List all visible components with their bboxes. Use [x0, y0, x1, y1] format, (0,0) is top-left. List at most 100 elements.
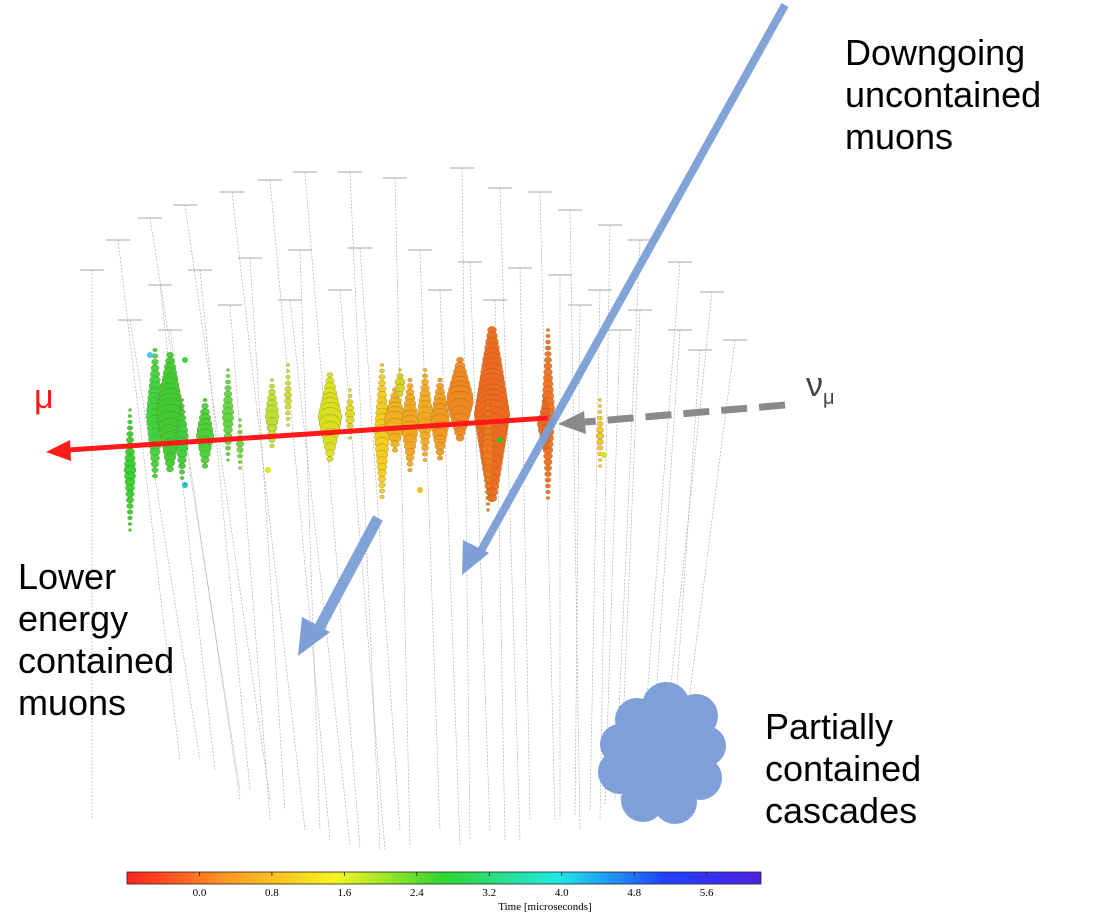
- dom-hit: [269, 383, 275, 389]
- detector-string: [339, 289, 386, 851]
- dom-hit: [268, 389, 276, 395]
- detector-string: [539, 191, 556, 821]
- dom-hit: [285, 375, 291, 379]
- detector-string: [269, 179, 331, 841]
- detector-string: [129, 319, 201, 761]
- dom-hit: [406, 383, 414, 389]
- dom-hit: [285, 410, 291, 416]
- dom-hit: [326, 456, 334, 462]
- detector-string: [589, 289, 601, 811]
- colorbar-axis-title: Time [microseconds]: [498, 901, 592, 913]
- detector-string: [359, 247, 401, 831]
- detector-string: [349, 171, 381, 851]
- dom-hit: [151, 353, 159, 359]
- dom-hit: [484, 411, 492, 417]
- dom-hit: [165, 459, 175, 467]
- dom-hit: [545, 339, 551, 345]
- dom-hit: [543, 458, 553, 466]
- dom-hit: [179, 403, 185, 409]
- dom-hit: [390, 440, 400, 448]
- dom-hit: [378, 482, 386, 488]
- dom-hit: [126, 503, 134, 509]
- dom-hit: [485, 502, 491, 506]
- dom-hit: [182, 482, 188, 488]
- dom-hit: [225, 379, 231, 385]
- dom-hit: [150, 460, 160, 468]
- detector-string: [249, 257, 286, 811]
- dom-hit: [545, 334, 551, 338]
- colorbar-tick-label: 4.8: [627, 887, 642, 899]
- dom-hit: [598, 398, 602, 402]
- detector-string: [574, 304, 581, 816]
- label-line: contained: [18, 640, 175, 681]
- dom-hit: [486, 388, 490, 392]
- dom-hit: [152, 473, 158, 479]
- dom-hit: [596, 445, 604, 451]
- dom-hit: [202, 398, 208, 402]
- muon-track-arrow: [46, 415, 549, 461]
- dom-hit: [407, 378, 413, 382]
- detector-string: [394, 177, 411, 846]
- dom-hit: [182, 357, 188, 363]
- colorbar-tick-label: 0.8: [265, 887, 279, 899]
- dom-hit: [180, 398, 184, 402]
- dom-hit: [544, 471, 552, 477]
- dom-hit: [422, 373, 428, 379]
- dom-hit: [398, 398, 402, 402]
- dom-hit: [392, 447, 398, 453]
- dom-hit: [596, 421, 604, 427]
- dom-hit: [544, 351, 552, 357]
- detector-string: [494, 299, 506, 841]
- dom-hit: [128, 408, 132, 412]
- detector-string: [289, 299, 351, 846]
- dom-hit: [179, 476, 185, 480]
- dom-hit: [346, 423, 354, 429]
- dom-hit: [455, 434, 465, 442]
- dom-hit: [379, 488, 385, 494]
- dom-hit: [284, 397, 292, 405]
- dom-hit: [179, 469, 185, 475]
- detector-string: [569, 209, 581, 831]
- dom-hit: [422, 458, 428, 462]
- dom-hit: [236, 447, 244, 453]
- nu-symbol: ν: [806, 366, 823, 404]
- dom-hit: [284, 391, 292, 399]
- label-line: muons: [845, 116, 954, 157]
- dom-hit: [225, 374, 231, 378]
- dom-hit: [201, 463, 209, 469]
- dom-hit: [150, 454, 160, 462]
- colorbar-tick-label: 5.6: [699, 887, 714, 899]
- colorbar-tick-label: 2.4: [409, 887, 424, 899]
- dom-hit: [286, 369, 290, 373]
- dom-hit: [284, 404, 292, 410]
- dom-hit: [270, 378, 274, 382]
- dom-hit: [269, 443, 275, 449]
- label-line: Partially: [765, 706, 894, 747]
- detector-string: [184, 204, 271, 801]
- dom-hit: [484, 476, 492, 484]
- downgoing-muon-arrow: [462, 3, 789, 575]
- dom-hit: [378, 379, 386, 387]
- colorbar-tick-label: 1.6: [337, 887, 352, 899]
- dom-hit: [405, 454, 415, 462]
- dom-hit: [166, 352, 174, 358]
- dom-hit: [396, 391, 404, 397]
- dom-hit: [378, 374, 386, 380]
- dom-hit: [417, 487, 423, 493]
- dom-hit: [421, 378, 429, 386]
- dom-hit: [436, 382, 444, 390]
- dom-hit: [348, 436, 352, 440]
- dom-hit: [601, 452, 607, 458]
- dom-hit: [178, 462, 186, 470]
- dom-hit: [545, 490, 551, 494]
- dom-hit: [596, 426, 604, 434]
- dom-hit: [238, 466, 242, 470]
- dom-hit: [127, 515, 133, 521]
- label-line: Downgoing: [845, 32, 1026, 73]
- detector-string: [299, 249, 321, 831]
- dom-hit: [237, 453, 243, 459]
- dom-hit: [166, 465, 174, 473]
- dom-hit: [598, 404, 602, 408]
- detector-string: [519, 267, 531, 821]
